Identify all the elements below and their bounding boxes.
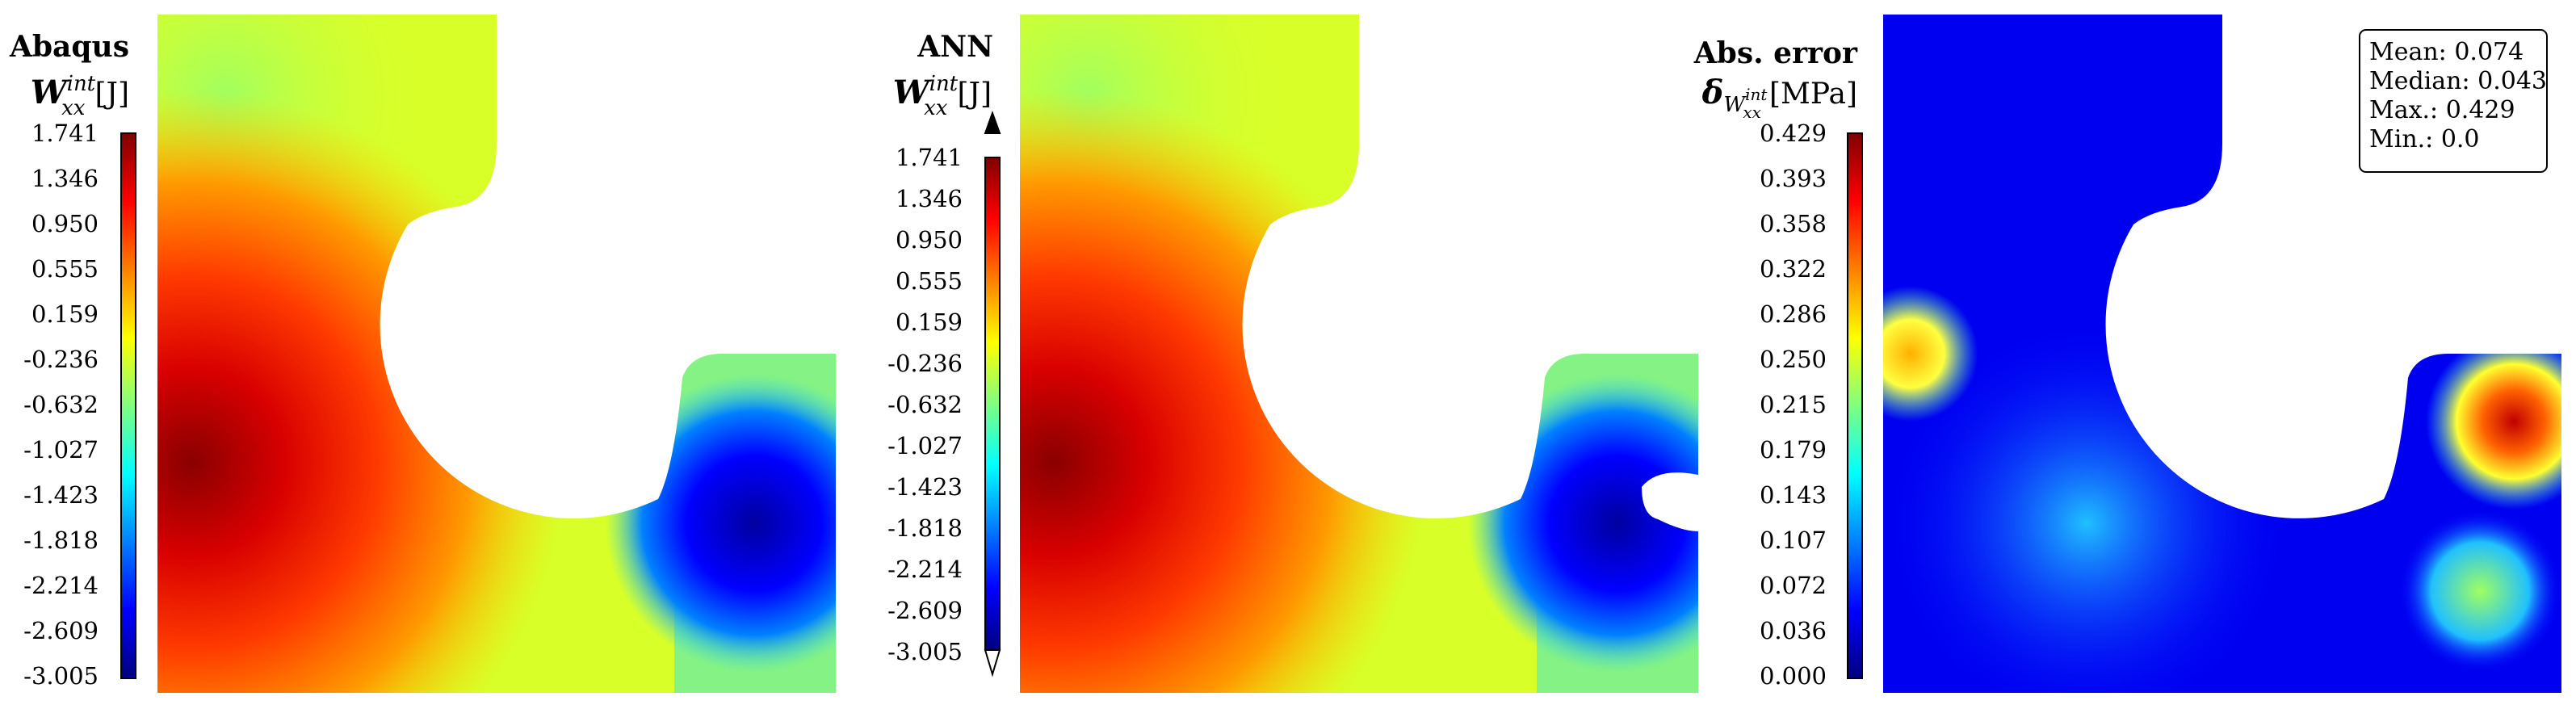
tick-label: 1.346 xyxy=(896,185,963,212)
field-plot xyxy=(157,15,836,693)
tick-label: 0.036 xyxy=(1760,617,1827,644)
panel-symbol: δWint xx[MPa] xyxy=(1701,73,1857,122)
colorbar xyxy=(1847,132,1863,679)
panel-title: Abs. error xyxy=(1693,36,1858,70)
tick-label: -1.818 xyxy=(887,514,963,542)
tick-label: 0.555 xyxy=(31,255,99,283)
stat-mean: Mean: 0.074 xyxy=(2369,38,2524,66)
tick-label: 0.358 xyxy=(1760,210,1827,237)
tick-label: 0.250 xyxy=(1760,346,1827,373)
tick-label: 1.741 xyxy=(896,144,963,171)
colorbar xyxy=(120,132,136,679)
tick-label: -2.214 xyxy=(887,556,963,583)
tick-label: 0.429 xyxy=(1760,120,1827,147)
tick-label: 1.741 xyxy=(31,120,99,147)
tick-label: -1.027 xyxy=(23,436,99,464)
colorbar-ticks: 1.741 1.346 0.950 0.555 0.159 -0.236 -0.… xyxy=(23,120,99,690)
tick-label: -0.632 xyxy=(23,391,99,418)
tick-label: 0.950 xyxy=(31,210,99,237)
panel-symbol: Wint xx [J] xyxy=(893,72,992,120)
tick-label: -2.214 xyxy=(23,572,99,599)
tick-label: 0.159 xyxy=(896,308,963,336)
stats-box: Mean: 0.074 Median: 0.043 Max.: 0.429 Mi… xyxy=(2359,29,2548,173)
tick-label: 0.107 xyxy=(1760,527,1827,554)
panel-abs-error: Abs. error δWint xx[MPa] 0.429 0.393 0.35… xyxy=(1693,15,2561,693)
tick-label: 0.286 xyxy=(1760,300,1827,328)
tick-label: 0.322 xyxy=(1760,255,1827,283)
tick-label: 0.179 xyxy=(1760,436,1827,464)
tick-label: -2.609 xyxy=(23,617,99,644)
colorbar-ticks: 1.741 1.346 0.950 0.555 0.159 -0.236 -0.… xyxy=(887,144,963,665)
panel-ann: ANN Wint xx [J] 1.741 1.346 0.950 0.555 0.… xyxy=(887,15,1698,693)
panel-title: ANN xyxy=(917,30,993,64)
tick-label: 0.159 xyxy=(31,300,99,328)
panel-abaqus: Abaqus Wint xx [J] 1.741 1.346 0.950 0.555… xyxy=(9,15,836,693)
stat-min: Min.: 0.0 xyxy=(2369,125,2480,153)
tick-label: -1.818 xyxy=(23,527,99,554)
panel-title: Abaqus xyxy=(9,30,129,64)
tick-label: 0.215 xyxy=(1760,391,1827,418)
panel-symbol: Wint xx [J] xyxy=(31,72,129,120)
tick-label: -1.027 xyxy=(887,432,963,459)
tick-label: -1.423 xyxy=(887,473,963,501)
tick-label: 0.950 xyxy=(896,226,963,254)
tick-label: 0.000 xyxy=(1760,662,1827,690)
colorbar xyxy=(984,157,1001,651)
colorbar-extend-max-arrow xyxy=(984,111,1001,134)
stat-median: Median: 0.043 xyxy=(2369,67,2547,95)
tick-label: -3.005 xyxy=(887,638,963,665)
tick-label: 0.393 xyxy=(1760,165,1827,192)
tick-label: 1.346 xyxy=(31,165,99,192)
tick-label: -0.236 xyxy=(23,346,99,373)
tick-label: -3.005 xyxy=(23,662,99,690)
colorbar-ticks: 0.429 0.393 0.358 0.322 0.286 0.250 0.21… xyxy=(1760,120,1827,690)
tick-label: -1.423 xyxy=(23,481,99,509)
tick-label: 0.555 xyxy=(896,267,963,295)
tick-label: 0.072 xyxy=(1760,572,1827,599)
tick-label: -2.609 xyxy=(887,597,963,624)
stat-max: Max.: 0.429 xyxy=(2369,96,2515,124)
tick-label: -0.236 xyxy=(887,350,963,377)
colorbar-extend-min-arrow xyxy=(984,649,1001,678)
tick-label: 0.143 xyxy=(1760,481,1827,509)
field-plot xyxy=(1020,15,1698,693)
tick-label: -0.632 xyxy=(887,391,963,418)
